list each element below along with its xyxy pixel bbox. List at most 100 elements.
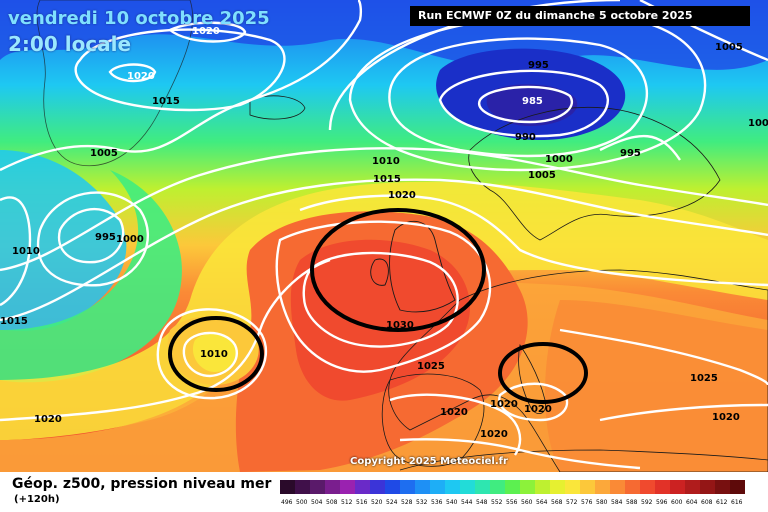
isobar-label: 1020 (34, 414, 62, 425)
isobar-label: 1020 (480, 429, 508, 440)
isobar-label: 1020 (192, 26, 220, 37)
highlight-circle-atlantic-low (168, 316, 264, 392)
band-orange-east (545, 300, 768, 472)
color-scale-tick: 528 (401, 499, 413, 506)
isobar-label: 1000 (748, 118, 768, 129)
color-scale-tick: 612 (716, 499, 728, 506)
isobars (0, 0, 768, 468)
isobar-label: 1000 (116, 234, 144, 245)
color-scale-swatch (580, 480, 595, 494)
isobar-1020-south (0, 258, 331, 422)
color-scale-tick: 588 (626, 499, 638, 506)
isobar-label: 1020 (490, 399, 518, 410)
color-scale-swatch (565, 480, 580, 494)
isobar-1025-east (559, 328, 768, 386)
forecast-time: 2:00 locale (8, 32, 132, 56)
variable-label: Géop. z500, pression niveau mer (12, 476, 272, 492)
isobar-label: 1000 (545, 154, 573, 165)
color-scale: 496 500 504 508 512 516 520 524 528 532 536 540 544 5… (280, 480, 745, 506)
iceland (249, 95, 306, 120)
color-scale-tick: 568 (551, 499, 563, 506)
color-scale-tick: 604 (686, 499, 698, 506)
isobar-label: 1015 (152, 96, 180, 107)
color-scale-swatch (325, 480, 340, 494)
scandinavia (468, 107, 721, 241)
isobar-1020-south2 (399, 438, 641, 470)
color-scale-swatch (490, 480, 505, 494)
isobar-1020-med (498, 382, 569, 422)
north-africa (399, 449, 768, 471)
british-isles (370, 220, 456, 313)
color-scale-tick: 496 (281, 499, 293, 506)
isobar-1020-east (599, 403, 768, 422)
isobar-985 (477, 85, 573, 124)
isobar-1000-west (37, 191, 150, 287)
isobar-1030 (302, 251, 459, 348)
color-scale-swatch (550, 480, 565, 494)
color-scale-swatch (370, 480, 385, 494)
isobar-990 (438, 69, 610, 138)
color-scale-swatch (295, 480, 310, 494)
color-scale-swatch (340, 480, 355, 494)
isobar-label: 1010 (12, 246, 40, 257)
isobar-1015-main (0, 178, 768, 322)
isobar-label: 1025 (690, 373, 718, 384)
isobar-1005-north (328, 0, 621, 131)
isobar-1020-iberia (389, 393, 522, 456)
highlight-circle-med-low (498, 342, 588, 404)
isobar-label: 1005 (715, 42, 743, 53)
weather-map: 1020 1020 1015 1005 995 1000 1010 1015 9… (0, 0, 768, 472)
isobar-label: 1005 (90, 148, 118, 159)
isobar-label: 995 (95, 232, 116, 243)
iberia (381, 373, 485, 467)
color-scale-swatch (640, 480, 655, 494)
color-scale-swatch (535, 480, 550, 494)
color-scale-tick: 572 (566, 499, 578, 506)
isobar-label: 990 (515, 132, 536, 143)
color-scale-tick: 536 (431, 499, 443, 506)
color-scale-swatch (415, 480, 430, 494)
color-scale-tick: 600 (671, 499, 683, 506)
color-scale-swatch (460, 480, 475, 494)
forecast-date: vendredi 10 octobre 2025 (8, 8, 270, 29)
color-scale-tick: 512 (341, 499, 353, 506)
isobar-label: 1020 (440, 407, 468, 418)
isobar-995-east (599, 134, 681, 161)
isobar-1025-ridge (275, 220, 492, 373)
color-scale-swatch (400, 480, 415, 494)
isobar-label: 1015 (373, 174, 401, 185)
isobar-1020-main (299, 194, 768, 287)
color-scale-tick: 616 (731, 499, 743, 506)
isobar-1020-greenland (167, 21, 247, 43)
isobar-995-west (57, 207, 125, 264)
color-scale-tick: 548 (476, 499, 488, 506)
color-scale-tick: 540 (446, 499, 458, 506)
color-scale-tick: 500 (296, 499, 308, 506)
isobar-label: 1010 (372, 156, 400, 167)
isobar-label: 1020 (524, 404, 552, 415)
band-green-west (0, 170, 182, 383)
isobar-label: 995 (528, 60, 549, 71)
color-scale-swatch (445, 480, 460, 494)
color-scale-tick: 520 (371, 499, 383, 506)
isobar-label: 985 (522, 96, 543, 107)
color-scale-swatch (595, 480, 610, 494)
color-scale-tick: 564 (536, 499, 548, 506)
isobar-label: 995 (620, 148, 641, 159)
isobar-1010-low (182, 331, 238, 378)
isobar-1010-main (0, 147, 768, 272)
color-scale-swatch (700, 480, 715, 494)
color-scale-swatch (655, 480, 670, 494)
isobar-label: 1015 (0, 316, 28, 327)
isobar-label: 1010 (200, 349, 228, 360)
color-scale-swatch (505, 480, 520, 494)
color-scale-tick: 552 (491, 499, 503, 506)
italy (518, 343, 547, 414)
color-scale-swatch (385, 480, 400, 494)
color-scale-swatch (280, 480, 295, 494)
isobar-labels: 1020 1020 1015 1005 995 1000 1010 1015 9… (0, 26, 768, 440)
color-scale-tick: 532 (416, 499, 428, 506)
isobar-1005-arc (0, 0, 363, 172)
color-scale-tick: 576 (581, 499, 593, 506)
